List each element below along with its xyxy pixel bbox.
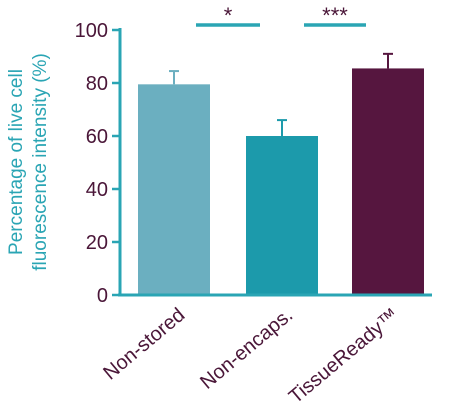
y-ticks-group: 0 20 40 60 80 100 bbox=[75, 20, 120, 307]
bar bbox=[246, 136, 318, 295]
y-axis-title-line-1: Percentage of live cell bbox=[6, 69, 27, 255]
y-tick-label: 20 bbox=[86, 232, 108, 254]
x-category-label: Non-stored bbox=[99, 304, 189, 384]
bar bbox=[352, 68, 424, 295]
x-category-label: Non-encaps. bbox=[196, 304, 297, 394]
y-tick-label: 60 bbox=[86, 126, 108, 148]
y-tick-label: 0 bbox=[97, 285, 108, 307]
y-axis-title-line-2: fluorescence intensity (%) bbox=[30, 53, 51, 271]
x-category-label: TissueReady™ bbox=[285, 304, 403, 408]
x-labels-group: Non-stored Non-encaps.TissueReady™ bbox=[99, 304, 403, 408]
error-bars-group bbox=[169, 52, 393, 136]
significance-group: * *** bbox=[196, 3, 366, 28]
axes-group bbox=[118, 28, 432, 297]
y-axis-title: Percentage of live cell fluorescence int… bbox=[6, 53, 51, 271]
significance-label: *** bbox=[322, 3, 348, 28]
y-tick-label: 40 bbox=[86, 179, 108, 201]
bar bbox=[138, 84, 210, 295]
y-tick-label: 100 bbox=[75, 20, 108, 42]
significance-label: * bbox=[224, 3, 233, 28]
bars-group bbox=[138, 68, 424, 295]
y-tick-label: 80 bbox=[86, 73, 108, 95]
